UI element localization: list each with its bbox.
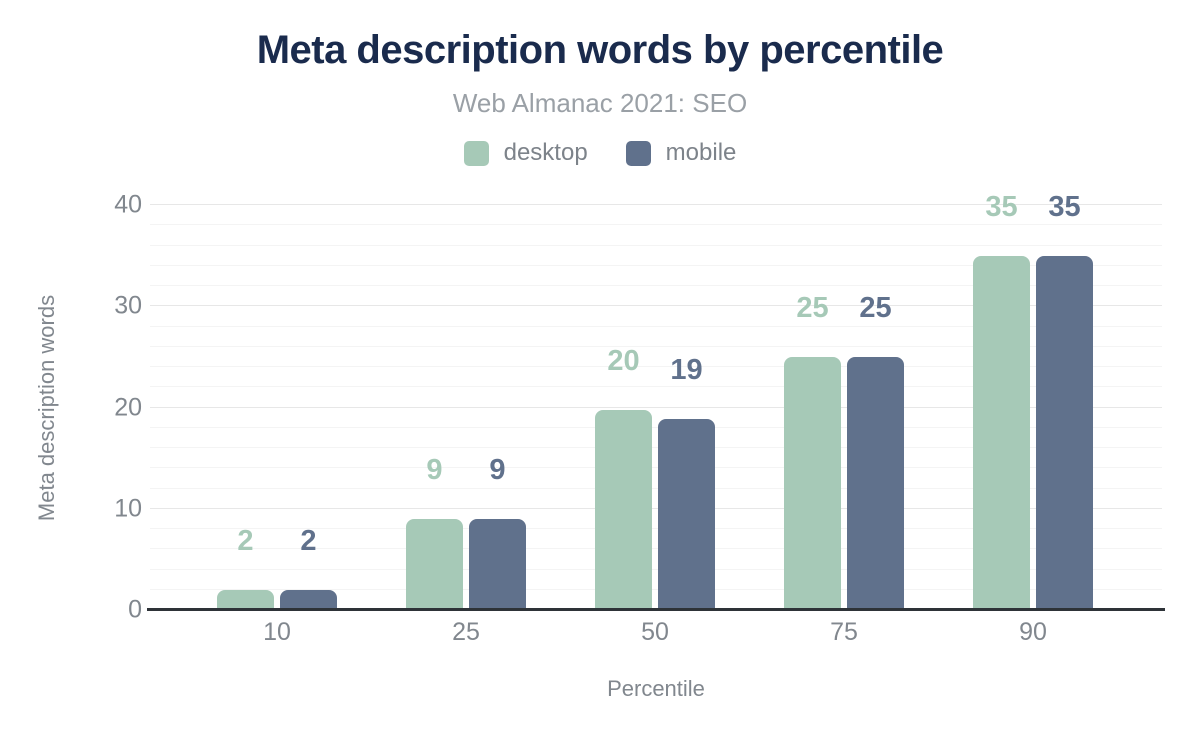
legend-label: mobile bbox=[665, 139, 737, 166]
bar-value-label-mobile-p50: 19 bbox=[670, 353, 703, 386]
x-tick-label: 25 bbox=[452, 618, 480, 646]
major-gridline bbox=[150, 406, 1162, 408]
minor-gridline bbox=[150, 467, 1162, 469]
bar-mobile-p50 bbox=[658, 418, 715, 610]
bar-value-label-desktop-p50: 20 bbox=[607, 344, 640, 377]
y-axis-title: Meta description words bbox=[34, 294, 59, 522]
chart-subtitle: Web Almanac 2021: SEO bbox=[452, 88, 748, 118]
x-axis-line bbox=[147, 608, 1165, 611]
minor-gridline bbox=[150, 548, 1162, 550]
minor-gridline bbox=[150, 264, 1162, 266]
bar-desktop-p25 bbox=[406, 518, 463, 610]
y-tick-label: 20 bbox=[114, 393, 142, 421]
legend-item-desktop[interactable]: desktop bbox=[463, 139, 588, 167]
minor-gridline bbox=[150, 447, 1162, 448]
bar-value-label-mobile-p90: 35 bbox=[1048, 190, 1081, 223]
x-tick-label: 10 bbox=[263, 618, 291, 646]
minor-gridline bbox=[150, 386, 1162, 388]
bar-value-label-mobile-p25: 9 bbox=[489, 453, 506, 486]
bar-mobile-p10 bbox=[280, 589, 337, 610]
bar-mobile-p90 bbox=[1036, 255, 1093, 610]
x-tick-label: 90 bbox=[1019, 618, 1047, 646]
major-gridline bbox=[150, 507, 1162, 509]
minor-gridline bbox=[150, 588, 1162, 590]
x-tick-label: 75 bbox=[830, 618, 858, 646]
minor-gridline bbox=[150, 426, 1162, 428]
legend-swatch-desktop bbox=[463, 140, 489, 166]
bar-mobile-p75 bbox=[847, 356, 904, 610]
bar-value-label-desktop-p25: 9 bbox=[426, 453, 443, 486]
bar-value-label-desktop-p75: 25 bbox=[796, 291, 829, 324]
bar-desktop-p50 bbox=[595, 409, 652, 610]
y-tick-label: 0 bbox=[128, 595, 142, 624]
legend-swatch-mobile bbox=[625, 140, 651, 166]
minor-gridline bbox=[150, 345, 1162, 347]
minor-gridline bbox=[150, 224, 1162, 226]
minor-gridline bbox=[150, 285, 1162, 286]
legend-label: desktop bbox=[503, 139, 588, 166]
minor-gridline bbox=[150, 244, 1162, 246]
y-tick-label: 40 bbox=[114, 190, 142, 219]
plot-area: 2 2 9 9 20 19 25 25 35 35 bbox=[150, 192, 1162, 610]
minor-gridline bbox=[150, 528, 1162, 529]
chart-title: Meta description words by percentile bbox=[256, 28, 944, 72]
bar-mobile-p25 bbox=[469, 518, 526, 610]
major-gridline bbox=[150, 305, 1162, 307]
x-axis-title: Percentile bbox=[607, 676, 705, 701]
minor-gridline bbox=[150, 568, 1162, 570]
bar-desktop-p75 bbox=[784, 356, 841, 610]
minor-gridline bbox=[150, 325, 1162, 327]
bar-value-label-desktop-p90: 35 bbox=[985, 190, 1018, 223]
major-gridline bbox=[150, 204, 1162, 205]
bar-desktop-p90 bbox=[973, 255, 1030, 610]
minor-gridline bbox=[150, 366, 1162, 367]
bar-value-label-mobile-p10: 2 bbox=[300, 524, 317, 557]
legend-item-mobile[interactable]: mobile bbox=[625, 139, 737, 167]
y-tick-label: 30 bbox=[114, 291, 142, 320]
bar-value-label-mobile-p75: 25 bbox=[859, 291, 892, 324]
bar-desktop-p10 bbox=[217, 589, 274, 610]
bar-value-label-desktop-p10: 2 bbox=[237, 524, 254, 557]
minor-gridline bbox=[150, 487, 1162, 489]
x-tick-label: 50 bbox=[641, 618, 669, 646]
y-tick-label: 10 bbox=[114, 494, 142, 523]
legend: desktop mobile bbox=[0, 139, 1200, 167]
